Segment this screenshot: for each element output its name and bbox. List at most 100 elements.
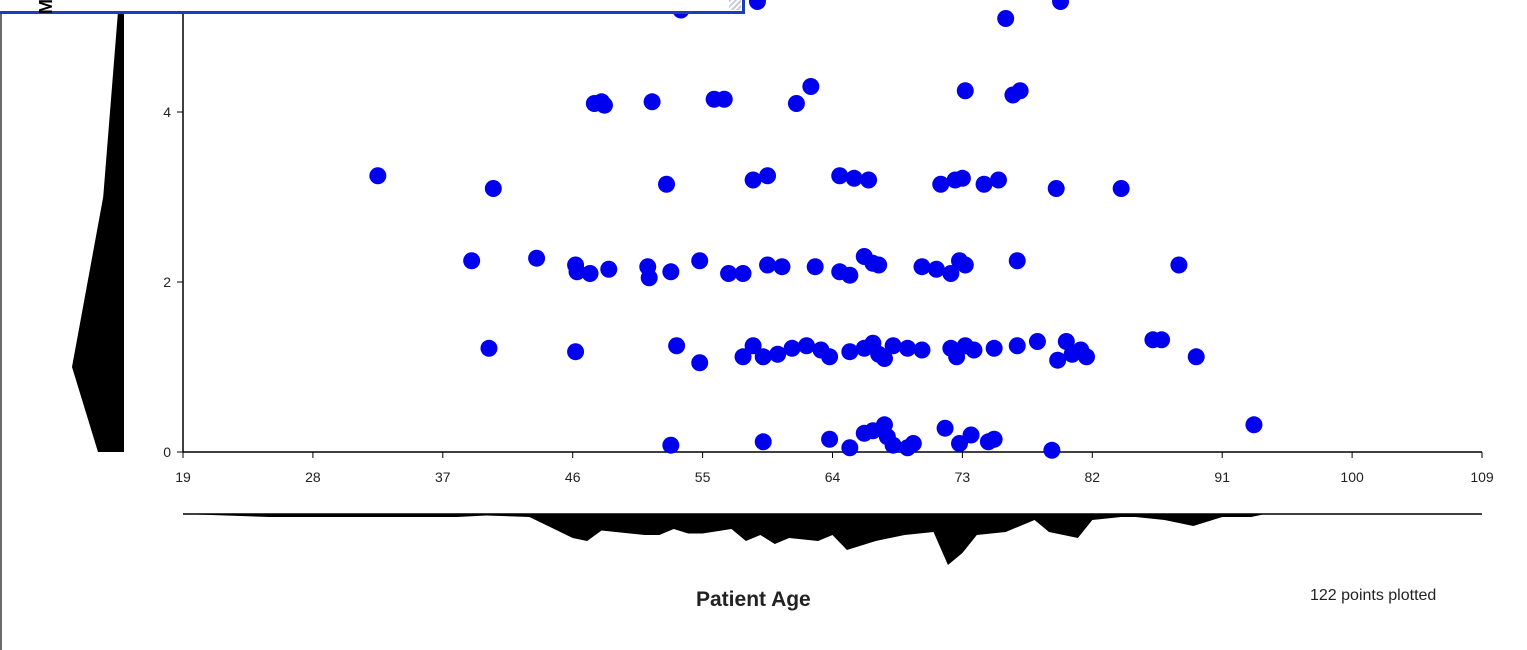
data-point — [1047, 180, 1065, 197]
x-tick-label: 28 — [305, 469, 321, 485]
data-point — [1112, 180, 1130, 197]
data-point — [821, 430, 839, 448]
x-tick-label: 55 — [695, 469, 711, 485]
x-marginal-shape — [183, 514, 1266, 565]
data-point — [568, 263, 586, 281]
data-point — [787, 95, 805, 112]
data-point — [913, 258, 931, 276]
data-point — [870, 256, 888, 274]
data-point — [1008, 337, 1026, 355]
data-point — [480, 339, 498, 357]
data-point — [581, 265, 599, 282]
data-point — [942, 265, 960, 282]
data-point — [643, 93, 661, 111]
data-point — [463, 252, 481, 270]
data-point — [754, 433, 772, 451]
data-point — [773, 258, 791, 276]
data-point — [1008, 252, 1026, 270]
data-point — [956, 82, 974, 100]
data-point — [965, 341, 983, 359]
x-tick-label: 73 — [955, 469, 971, 485]
y-tick-label: 2 — [163, 274, 171, 290]
data-point — [662, 436, 680, 454]
data-point — [841, 266, 859, 284]
data-point — [691, 354, 709, 372]
data-point — [567, 343, 585, 361]
x-tick-label: 82 — [1085, 469, 1101, 485]
x-tick-label: 19 — [175, 469, 191, 485]
data-point — [913, 341, 931, 359]
data-point — [985, 430, 1003, 448]
data-point — [899, 339, 917, 357]
x-marginal-distribution — [183, 513, 1482, 565]
data-point — [734, 265, 752, 282]
data-point — [662, 263, 680, 281]
data-point — [927, 260, 945, 278]
data-point — [884, 436, 902, 454]
data-point — [744, 171, 762, 189]
data-point — [369, 167, 387, 185]
data-point — [875, 350, 893, 367]
data-point — [1043, 441, 1061, 459]
x-tick-label: 109 — [1470, 469, 1494, 485]
data-point — [1028, 333, 1046, 350]
x-tick-label: 37 — [435, 469, 451, 485]
x-tick-label: 100 — [1340, 469, 1364, 485]
data-point — [595, 96, 613, 114]
data-point — [956, 256, 974, 274]
data-point — [831, 167, 849, 185]
y-marginal-distribution — [72, 0, 124, 452]
y-tick-label: 4 — [163, 104, 171, 120]
data-point — [759, 167, 777, 185]
data-point — [845, 169, 863, 187]
data-point — [997, 10, 1015, 27]
data-point — [860, 171, 878, 189]
data-point — [691, 252, 709, 270]
data-point — [1245, 416, 1263, 434]
data-point — [754, 348, 772, 366]
x-axis-label: Patient Age — [696, 588, 811, 611]
data-point — [748, 0, 766, 10]
data-point — [759, 256, 777, 274]
resize-grip-icon[interactable] — [729, 0, 741, 10]
data-point — [802, 78, 820, 95]
data-point — [720, 265, 738, 282]
data-point — [600, 260, 618, 278]
data-point — [989, 171, 1007, 189]
data-point — [1187, 348, 1205, 366]
data-points — [369, 0, 1263, 459]
data-point — [932, 175, 950, 193]
data-point — [1078, 348, 1096, 366]
data-point — [962, 426, 980, 444]
x-tick-label: 91 — [1214, 469, 1230, 485]
y-axis-label: Measu — [36, 0, 57, 14]
y-tick-label: 0 — [163, 444, 171, 460]
data-point — [975, 175, 993, 193]
data-point — [715, 90, 733, 108]
x-tick-label: 46 — [565, 469, 581, 485]
data-point — [936, 419, 954, 437]
data-point — [640, 269, 658, 287]
window-left-border — [0, 14, 2, 650]
data-point — [783, 339, 801, 357]
y-marginal-shape — [72, 0, 124, 452]
data-point — [744, 337, 762, 355]
data-point — [1170, 256, 1188, 274]
data-point — [668, 337, 686, 355]
data-point — [1153, 331, 1171, 349]
data-point — [884, 337, 902, 355]
data-point — [953, 169, 971, 187]
points-plotted-note: 122 points plotted — [1310, 587, 1437, 604]
data-point — [1052, 0, 1070, 10]
chart-axes: 19 28 37 46 55 64 73 82 91 100 109 0 2 4 — [163, 0, 1494, 485]
data-point — [528, 249, 546, 267]
data-point — [841, 343, 859, 361]
data-point — [806, 258, 824, 276]
x-tick-label: 64 — [825, 469, 841, 485]
data-point — [484, 180, 502, 197]
data-point — [821, 348, 839, 366]
data-point — [1011, 82, 1029, 100]
data-point — [841, 439, 859, 457]
floating-window-overlay[interactable] — [0, 0, 745, 14]
